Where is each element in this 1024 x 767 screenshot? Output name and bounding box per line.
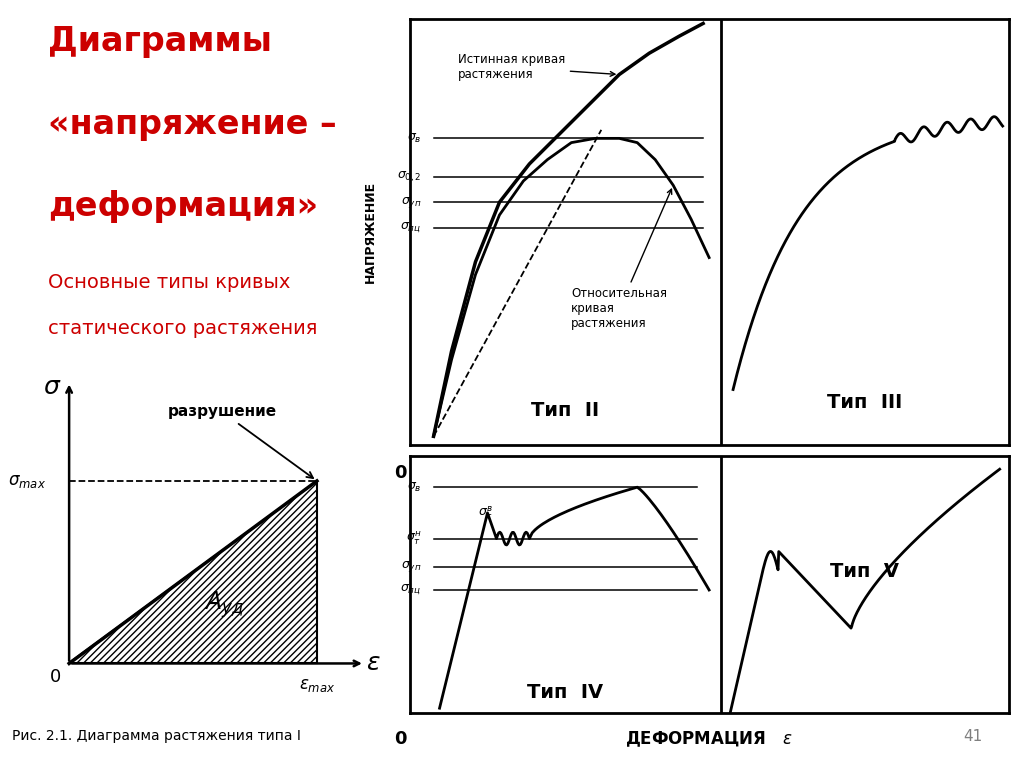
Text: $\sigma_т^н$: $\sigma_т^н$	[406, 530, 422, 548]
Polygon shape	[70, 481, 317, 663]
Text: статического растяжения: статического растяжения	[48, 319, 317, 337]
Text: $\sigma_в$: $\sigma_в$	[407, 481, 422, 494]
Text: $\sigma_{уп}$: $\sigma_{уп}$	[401, 195, 422, 209]
Text: ДЕФОРМАЦИЯ   $\varepsilon$: ДЕФОРМАЦИЯ $\varepsilon$	[625, 463, 794, 482]
Text: Тип  II: Тип II	[531, 401, 599, 420]
Text: Относительная
кривая
растяжения: Относительная кривая растяжения	[571, 189, 672, 331]
Text: $\sigma_{пц}$: $\sigma_{пц}$	[400, 221, 422, 235]
Text: 41: 41	[964, 729, 982, 744]
Text: НАПРЯЖЕНИЕ: НАПРЯЖЕНИЕ	[365, 181, 377, 283]
Text: 0: 0	[394, 463, 407, 482]
Text: $\sigma_{0,2}$: $\sigma_{0,2}$	[397, 170, 422, 184]
Text: 0: 0	[394, 730, 407, 748]
Text: Истинная кривая
растяжения: Истинная кривая растяжения	[458, 53, 615, 81]
Text: $\sigma_{max}$: $\sigma_{max}$	[8, 472, 46, 490]
Text: Тип  V: Тип V	[830, 562, 899, 581]
Text: $\varepsilon$: $\varepsilon$	[366, 651, 381, 676]
Text: $A_{уд}$: $A_{уд}$	[204, 589, 244, 620]
Text: $\sigma_{уп}$: $\sigma_{уп}$	[401, 559, 422, 574]
Text: разрушение: разрушение	[168, 404, 313, 478]
Text: Тип  III: Тип III	[827, 393, 902, 412]
Text: $\sigma$: $\sigma$	[43, 375, 61, 399]
Text: ДЕФОРМАЦИЯ   $\varepsilon$: ДЕФОРМАЦИЯ $\varepsilon$	[625, 729, 794, 749]
Text: Рис. 2.1. Диаграмма растяжения типа I: Рис. 2.1. Диаграмма растяжения типа I	[12, 729, 301, 743]
Text: деформация»: деформация»	[48, 190, 318, 223]
Text: 0: 0	[49, 668, 60, 686]
Text: «напряжение –: «напряжение –	[48, 107, 337, 140]
Text: Основные типы кривых: Основные типы кривых	[48, 272, 291, 291]
Text: $\varepsilon_{max}$: $\varepsilon_{max}$	[299, 676, 335, 694]
Text: $\sigma_в$: $\sigma_в$	[407, 132, 422, 145]
Text: Тип  IV: Тип IV	[527, 683, 603, 703]
Text: Диаграммы: Диаграммы	[48, 25, 272, 58]
Text: $\sigma_{пц}$: $\sigma_{пц}$	[400, 583, 422, 597]
Text: $\sigma_т^в$: $\sigma_т^в$	[478, 504, 494, 522]
